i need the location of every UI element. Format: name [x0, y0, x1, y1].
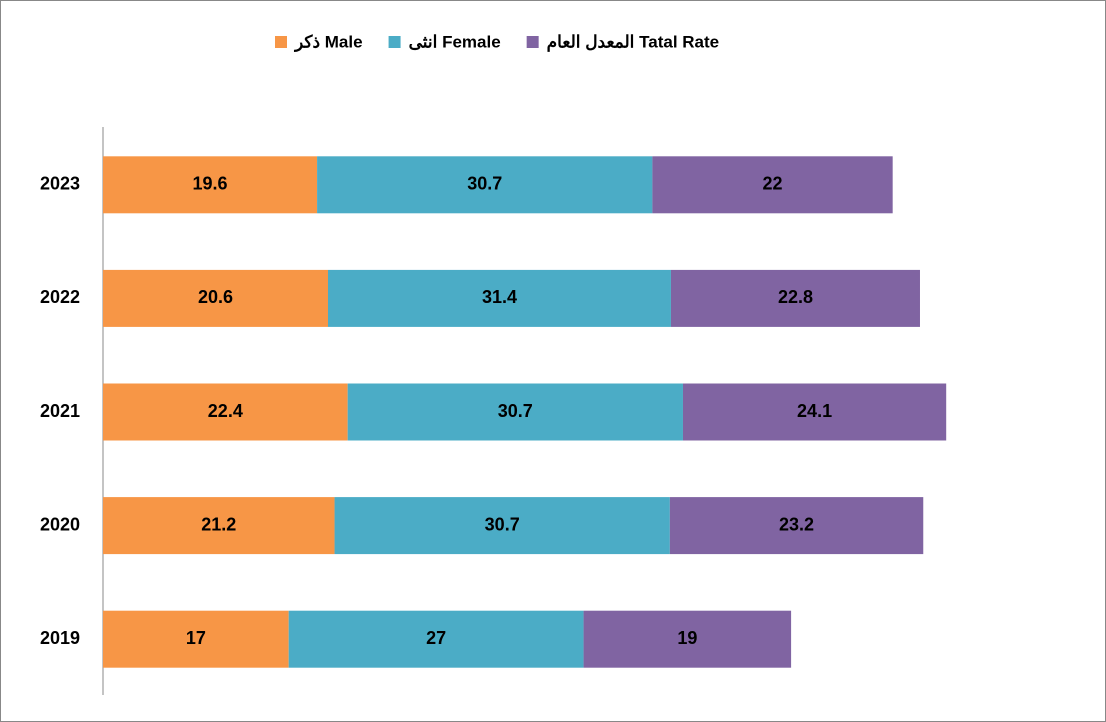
data-label: 22.8 — [778, 287, 813, 307]
bar-segment — [103, 610, 289, 668]
bar-segment — [103, 269, 328, 327]
data-label: 19.6 — [193, 174, 228, 194]
bar-segment — [103, 156, 318, 214]
data-label: 23.2 — [779, 514, 814, 534]
y-tick-label: 2020 — [40, 514, 80, 534]
legend-label: ذكر Male — [293, 32, 363, 52]
data-label: 22 — [763, 174, 783, 194]
bar-segment — [317, 156, 653, 214]
legend-label: المعدل العام Tatal Rate — [547, 32, 719, 52]
data-label: 31.4 — [482, 287, 517, 307]
data-label: 30.7 — [498, 401, 533, 421]
bar-segment — [334, 497, 670, 555]
data-label: 21.2 — [201, 514, 236, 534]
bar-segment — [669, 497, 924, 555]
legend-swatch — [388, 36, 401, 48]
bar-segment — [103, 497, 335, 555]
data-label: 30.7 — [485, 514, 520, 534]
legend-swatch — [275, 36, 287, 48]
bar-segment — [288, 610, 584, 668]
legend-swatch — [526, 36, 539, 48]
bar-segment — [652, 156, 893, 214]
bar-segment — [670, 269, 920, 327]
legend-label: انثى Female — [409, 32, 501, 51]
data-label: 22.4 — [208, 401, 243, 421]
bar-segment — [103, 383, 348, 441]
bar-segment — [682, 383, 947, 441]
data-label: 27 — [426, 628, 446, 648]
bar-segment — [327, 269, 671, 327]
data-label: 20.6 — [198, 287, 233, 307]
data-label: 24.1 — [797, 401, 832, 421]
data-label: 19 — [677, 628, 697, 648]
data-label: 30.7 — [467, 174, 502, 194]
y-tick-label: 2021 — [40, 401, 80, 421]
y-tick-label: 2023 — [40, 174, 80, 194]
y-tick-label: 2019 — [40, 628, 80, 648]
data-label: 17 — [186, 628, 206, 648]
bar-segment — [583, 610, 792, 668]
bar-segment — [347, 383, 683, 441]
y-tick-label: 2022 — [40, 287, 80, 307]
